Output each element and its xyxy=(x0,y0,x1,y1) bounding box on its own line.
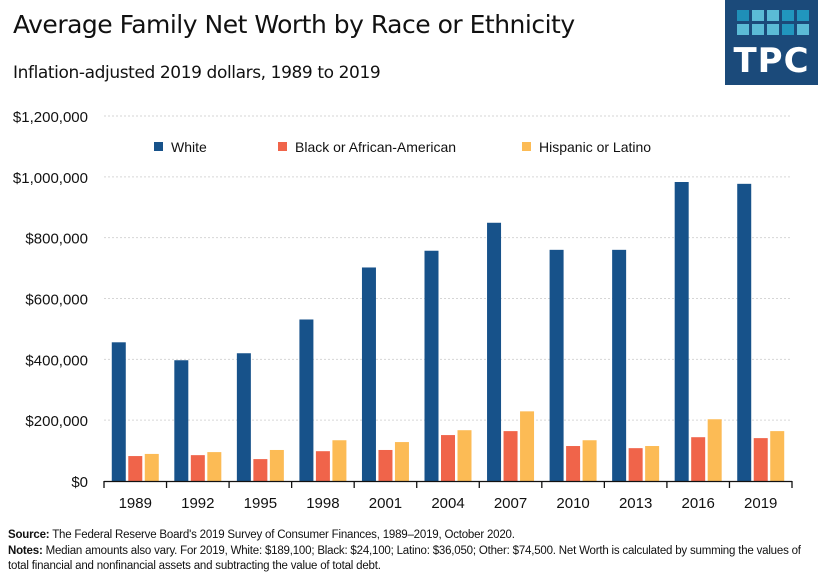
legend: White Black or African-American Hispanic o… xyxy=(154,139,651,155)
x-tick-label: 1989 xyxy=(119,495,152,512)
bar-hispanic-or-latino-2013 xyxy=(645,446,660,481)
bar-black-or-african-american-1998 xyxy=(315,451,330,481)
notes-text: Median amounts also vary. For 2019, Whit… xyxy=(8,544,801,573)
logo-square-icon xyxy=(797,10,809,21)
bar-hispanic-or-latino-2010 xyxy=(582,440,597,481)
gridlines xyxy=(104,115,792,421)
notes-label: Notes: xyxy=(8,544,43,557)
logo-square-icon xyxy=(767,10,779,21)
source-line: Source: The Federal Reserve Board's 2019… xyxy=(8,528,813,544)
bar-hispanic-or-latino-2001 xyxy=(394,442,409,481)
bar-hispanic-or-latino-2007 xyxy=(520,411,535,481)
logo-square-icon xyxy=(752,10,764,21)
tpc-logo: TPC xyxy=(725,0,818,85)
bar-white-1992 xyxy=(174,360,189,481)
source-label: Source: xyxy=(8,529,50,541)
bar-black-or-african-american-1992 xyxy=(190,455,205,481)
x-tick-label: 2001 xyxy=(369,495,402,512)
bar-white-2004 xyxy=(424,250,439,481)
bars xyxy=(111,182,785,482)
x-axis: 1989 1992 1995 1998 2001 2004 2007 2010 2013 2016… xyxy=(103,480,793,512)
bar-black-or-african-american-2016 xyxy=(691,437,706,481)
chart-title: Average Family Net Worth by Race or Ethn… xyxy=(13,10,575,39)
x-tick-label: 1998 xyxy=(306,495,339,512)
y-tick-label: $800,000 xyxy=(25,231,88,248)
x-tick-label: 2004 xyxy=(431,495,464,512)
logo-square-icon xyxy=(767,24,779,35)
bar-hispanic-or-latino-2004 xyxy=(457,430,472,481)
footer-notes: Source: The Federal Reserve Board's 2019… xyxy=(8,528,813,575)
bar-white-2013 xyxy=(612,249,627,481)
x-tick-label: 2013 xyxy=(619,495,652,512)
bar-black-or-african-american-2010 xyxy=(566,446,581,481)
x-tick-label: 1995 xyxy=(244,495,277,512)
legend-label: Black or African-American xyxy=(295,139,456,155)
logo-square-icon xyxy=(797,24,809,35)
logo-square-icon xyxy=(782,10,794,21)
y-tick-label: $400,000 xyxy=(25,352,88,369)
bar-black-or-african-american-2001 xyxy=(378,449,393,481)
bar-white-2001 xyxy=(361,267,376,481)
chart-subtitle: Inflation-adjusted 2019 dollars, 1989 to… xyxy=(13,63,381,83)
legend-label: Hispanic or Latino xyxy=(539,139,651,155)
y-tick-label: $600,000 xyxy=(25,292,88,309)
logo-text: TPC xyxy=(733,41,810,81)
bar-hispanic-or-latino-1995 xyxy=(269,449,284,481)
bar-black-or-african-american-2007 xyxy=(503,431,518,481)
bar-black-or-african-american-1995 xyxy=(253,459,268,481)
y-tick-label: $200,000 xyxy=(25,413,88,430)
notes-line: Notes: Median amounts also vary. For 201… xyxy=(8,544,813,575)
source-text: The Federal Reserve Board's 2019 Survey … xyxy=(49,529,515,541)
legend-label: White xyxy=(171,139,207,155)
bar-hispanic-or-latino-1989 xyxy=(144,453,159,481)
bar-black-or-african-american-2013 xyxy=(628,448,643,481)
bar-white-2007 xyxy=(487,222,502,481)
bar-hispanic-or-latino-1992 xyxy=(207,452,222,481)
legend-swatch-icon xyxy=(278,142,287,151)
legend-swatch-icon xyxy=(522,142,531,151)
legend-swatch-icon xyxy=(154,142,163,151)
bar-black-or-african-american-2019 xyxy=(753,438,768,481)
bar-white-1995 xyxy=(236,353,251,481)
bar-black-or-african-american-2004 xyxy=(441,435,455,481)
x-tick-label: 2010 xyxy=(556,495,589,512)
bar-white-1989 xyxy=(111,342,126,481)
bar-white-2016 xyxy=(674,182,689,482)
x-tick-label: 1992 xyxy=(181,495,214,512)
y-tick-label: $0 xyxy=(71,474,88,491)
x-tick-label: 2019 xyxy=(744,495,777,512)
logo-square-icon xyxy=(752,24,764,35)
bar-hispanic-or-latino-2019 xyxy=(770,431,785,481)
bar-white-2010 xyxy=(549,249,564,481)
logo-square-icon xyxy=(737,10,749,21)
bar-hispanic-or-latino-1998 xyxy=(332,440,347,481)
x-tick-label: 2016 xyxy=(681,495,714,512)
y-tick-label: $1,000,000 xyxy=(13,170,88,187)
y-axis-labels: $0 $200,000 $400,000 $600,000 $800,000 $1,000… xyxy=(13,109,88,491)
logo-square-icon xyxy=(782,24,794,35)
x-tick-label: 2007 xyxy=(494,495,527,512)
logo-square-icon xyxy=(737,24,749,35)
bar-white-1998 xyxy=(299,319,314,481)
bar-white-2019 xyxy=(737,183,752,481)
y-tick-label: $1,200,000 xyxy=(13,109,88,126)
bar-hispanic-or-latino-2016 xyxy=(707,419,722,481)
bar-black-or-african-american-1989 xyxy=(128,456,143,481)
